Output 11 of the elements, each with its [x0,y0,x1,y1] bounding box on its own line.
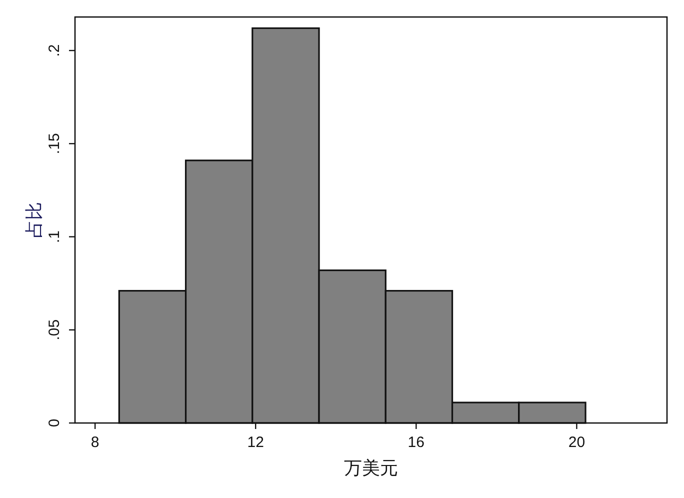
y-axis-title: 占比 [24,202,44,238]
y-tick-label: .2 [46,44,63,57]
x-tick-label: 12 [247,434,264,451]
x-axis-title: 万美元 [344,458,398,478]
y-tick-label: .1 [46,230,63,244]
x-tick-label: 16 [408,434,424,451]
y-tick-label: 0 [46,418,63,428]
x-tick-label: 20 [568,434,586,451]
y-tick-label: .05 [46,319,63,340]
y-tick-label: .15 [46,133,63,154]
x-tick-label: 8 [90,434,100,451]
